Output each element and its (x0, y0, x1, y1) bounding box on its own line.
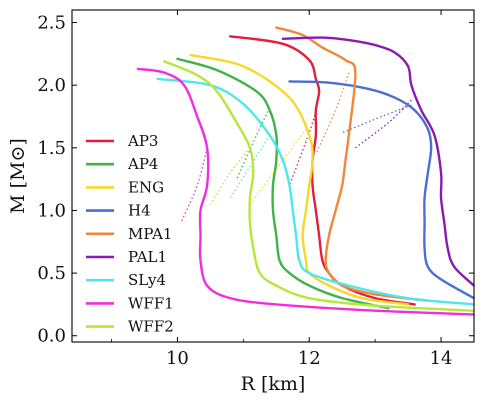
series-line-wff2 (163, 60, 474, 312)
unstable-branch-ap3 (288, 91, 320, 186)
legend-label-ap4: AP4 (127, 155, 158, 173)
legend-label-h4: H4 (128, 202, 151, 220)
x-tick-label: 12 (298, 348, 321, 369)
unstable-branch-eng (249, 128, 307, 205)
y-tick-label: 0.5 (37, 263, 66, 284)
legend-label-wff2: WFF2 (128, 318, 174, 336)
unstable-branch-h4 (341, 104, 412, 134)
legend-label-pal1: PAL1 (128, 248, 167, 266)
y-tick-label: 2.5 (37, 13, 66, 34)
unstable-branch-sly4 (229, 134, 271, 199)
x-tick-label: 10 (166, 348, 189, 369)
y-tick-label: 1.5 (37, 138, 66, 159)
series-lines (136, 26, 474, 316)
series-line-ap4 (176, 57, 390, 310)
y-axis-ticks: 0.0 0.5 1.0 1.5 2.0 2.5 (37, 13, 474, 347)
x-axis-ticks: 10 12 14 (111, 10, 453, 369)
x-axis-label: R [km] (241, 373, 306, 395)
legend-label-ap3: AP3 (127, 132, 158, 150)
legend-label-wff1: WFF1 (128, 294, 174, 312)
unstable-branch-mpa1 (315, 72, 350, 155)
unstable-branches (180, 72, 412, 224)
legend-label-eng: ENG (128, 178, 164, 196)
y-tick-label: 2.0 (37, 75, 66, 96)
x-tick-label: 14 (430, 348, 453, 369)
legend-label-sly4: SLy4 (128, 271, 166, 289)
series-line-sly4 (156, 77, 474, 306)
series-line-h4 (288, 80, 474, 300)
y-tick-label: 1.0 (37, 200, 66, 221)
series-line-eng (189, 53, 410, 306)
y-axis-label: M [M⊙] (7, 138, 29, 214)
unstable-branch-pal1 (354, 99, 412, 149)
unstable-branch-wff1 (180, 147, 208, 224)
plot-frame (71, 9, 475, 343)
series-line-wff1 (136, 67, 474, 316)
legend: AP3 AP4 ENG H4 MPA1 PAL1 SLy4 WFF1 WFF2 (86, 132, 174, 336)
unstable-branch-wff2 (209, 147, 251, 205)
series-line-pal1 (281, 36, 474, 287)
y-tick-label: 0.0 (37, 326, 66, 347)
legend-label-mpa1: MPA1 (128, 225, 172, 243)
